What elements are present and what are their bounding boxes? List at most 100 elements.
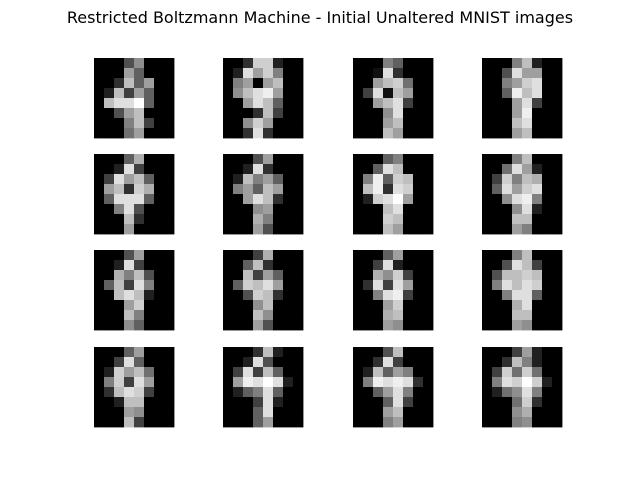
pixel-cell <box>492 164 503 175</box>
pixel-cell <box>373 214 384 225</box>
pixel-cell <box>243 108 254 119</box>
pixel-cell <box>542 68 553 79</box>
pixel-cell <box>492 78 503 89</box>
pixel-cell <box>104 68 115 79</box>
pixel-cell <box>383 98 394 109</box>
pixel-cell <box>502 118 513 129</box>
pixel-cell <box>532 78 543 89</box>
pixel-cell <box>393 387 404 398</box>
pixel-cell <box>373 88 384 99</box>
pixel-cell <box>124 154 135 165</box>
pixel-cell <box>393 194 404 205</box>
pixel-cell <box>164 367 175 378</box>
digit-image-3-1 <box>94 250 175 331</box>
pixel-cell <box>482 88 493 99</box>
pixel-cell <box>512 154 523 165</box>
pixel-cell <box>512 320 523 331</box>
pixel-cell <box>283 58 294 69</box>
pixel-cell <box>373 300 384 311</box>
pixel-cell <box>233 174 244 185</box>
pixel-cell <box>124 184 135 195</box>
pixel-cell <box>293 184 304 195</box>
pixel-cell <box>532 367 543 378</box>
pixel-cell <box>243 367 254 378</box>
pixel-cell <box>403 98 414 109</box>
pixel-cell <box>542 397 553 408</box>
pixel-cell <box>353 347 364 358</box>
pixel-cell <box>363 367 374 378</box>
pixel-cell <box>124 260 135 271</box>
pixel-cell <box>144 224 155 235</box>
pixel-cell <box>233 58 244 69</box>
pixel-cell <box>164 357 175 368</box>
pixel-cell <box>522 78 533 89</box>
pixel-cell <box>423 224 434 235</box>
pixel-cell <box>293 310 304 321</box>
pixel-cell <box>502 250 513 261</box>
pixel-cell <box>273 78 284 89</box>
pixel-cell <box>393 320 404 331</box>
pixel-cell <box>124 214 135 225</box>
pixel-cell <box>492 250 503 261</box>
pixel-cell <box>154 128 165 139</box>
pixel-cell <box>413 320 424 331</box>
pixel-cell <box>403 387 414 398</box>
pixel-cell <box>413 68 424 79</box>
pixel-cell <box>393 300 404 311</box>
pixel-cell <box>532 214 543 225</box>
pixel-cell <box>482 320 493 331</box>
pixel-cell <box>154 387 165 398</box>
pixel-cell <box>423 260 434 271</box>
pixel-cell <box>522 300 533 311</box>
pixel-cell <box>263 310 274 321</box>
pixel-cell <box>532 407 543 418</box>
pixel-cell <box>383 280 394 291</box>
pixel-cell <box>243 290 254 301</box>
pixel-cell <box>393 184 404 195</box>
pixel-cell <box>492 280 503 291</box>
pixel-cell <box>154 320 165 331</box>
pixel-cell <box>144 270 155 281</box>
pixel-cell <box>164 194 175 205</box>
pixel-cell <box>542 108 553 119</box>
pixel-cell <box>144 164 155 175</box>
pixel-cell <box>482 417 493 428</box>
pixel-cell <box>532 184 543 195</box>
pixel-cell <box>144 108 155 119</box>
pixel-cell <box>522 214 533 225</box>
pixel-cell <box>373 174 384 185</box>
pixel-cell <box>512 128 523 139</box>
pixel-cell <box>413 357 424 368</box>
pixel-cell <box>373 118 384 129</box>
pixel-cell <box>263 204 274 215</box>
pixel-cell <box>383 387 394 398</box>
pixel-cell <box>373 224 384 235</box>
pixel-cell <box>393 377 404 388</box>
pixel-cell <box>134 300 145 311</box>
pixel-cell <box>413 78 424 89</box>
pixel-cell <box>144 194 155 205</box>
pixel-cell <box>403 194 414 205</box>
pixel-cell <box>223 58 234 69</box>
pixel-cell <box>512 300 523 311</box>
pixel-cell <box>492 154 503 165</box>
pixel-cell <box>383 88 394 99</box>
pixel-cell <box>134 88 145 99</box>
pixel-cell <box>532 108 543 119</box>
pixel-cell <box>363 88 374 99</box>
pixel-cell <box>223 98 234 109</box>
pixel-cell <box>482 387 493 398</box>
pixel-cell <box>492 118 503 129</box>
pixel-cell <box>104 357 115 368</box>
pixel-cell <box>243 417 254 428</box>
pixel-cell <box>273 407 284 418</box>
pixel-cell <box>363 118 374 129</box>
pixel-cell <box>124 367 135 378</box>
pixel-cell <box>502 310 513 321</box>
pixel-cell <box>482 58 493 69</box>
pixel-cell <box>154 397 165 408</box>
pixel-cell <box>403 347 414 358</box>
digit-image-1-2 <box>223 58 304 139</box>
pixel-cell <box>482 260 493 271</box>
pixel-cell <box>144 377 155 388</box>
